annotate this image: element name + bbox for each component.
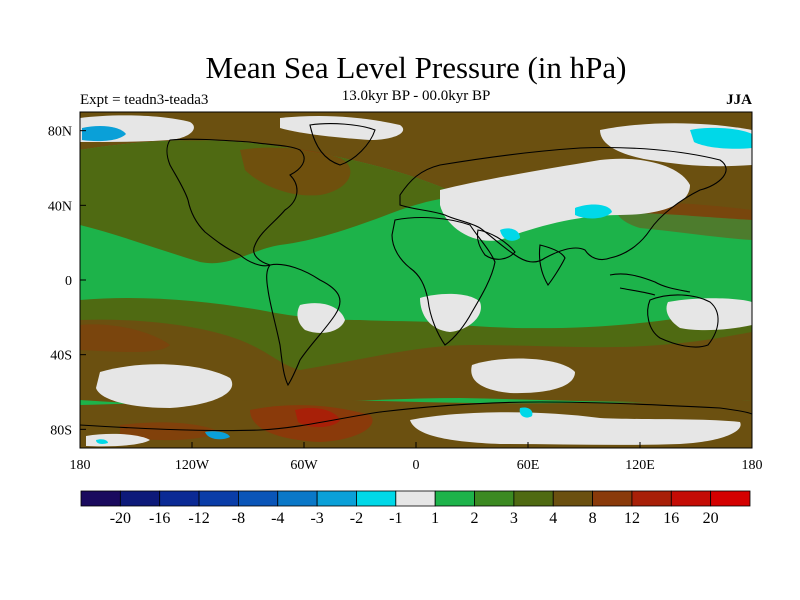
colorbar-label: 8 (589, 510, 597, 527)
colorbar-label: 2 (471, 510, 479, 527)
coast-south-america (266, 263, 341, 387)
y-tick-label: 0 (65, 274, 72, 289)
colorbar-label: -1 (389, 510, 402, 527)
field-band-antarctic-hot (295, 408, 340, 428)
field-band-antarctic-grey (410, 412, 741, 445)
colorbar-swatch (631, 490, 672, 507)
colorbar-swatch (710, 490, 751, 507)
field-band-southpacific-grey (96, 364, 233, 408)
coast-greenland (309, 123, 376, 166)
colorbar-label: 20 (703, 510, 719, 527)
field-band-sh-brown (80, 319, 752, 405)
x-tick-label: 120W (175, 458, 210, 473)
season-label: JJA (726, 92, 752, 108)
y-tick-label: 40N (48, 199, 72, 214)
field-band-antarctic-warm-2 (120, 422, 220, 441)
field-band-sh-warm (80, 324, 170, 353)
coast-australia (647, 294, 719, 348)
colorbar-label: 1 (431, 510, 439, 527)
colorbar-label: -2 (350, 510, 363, 527)
colorbar-label: 4 (549, 510, 557, 527)
colorbar-swatch (277, 490, 318, 507)
x-tick-label: 0 (413, 458, 420, 473)
field-band-asia-grey (440, 158, 690, 241)
x-tick-label: 180 (742, 458, 763, 473)
x-tick-label: 120E (625, 458, 655, 473)
field-band-samerica-grey (297, 303, 345, 333)
colorbar-label: 12 (624, 510, 640, 527)
coast-north-america (166, 138, 305, 267)
chart-title: Mean Sea Level Pressure (in hPa) (205, 50, 627, 85)
colorbar-label: -8 (232, 510, 245, 527)
colorbar-label: -3 (310, 510, 323, 527)
colorbar-swatch (238, 490, 279, 507)
colorbar-label: -4 (271, 510, 284, 527)
colorbar-label: 16 (663, 510, 679, 527)
field-band-arctic-mid (280, 116, 404, 140)
chart-subtitle: 13.0kyr BP - 00.0kyr BP (341, 88, 491, 104)
y-tick-label: 80N (48, 125, 72, 140)
experiment-label: Expt = teadn3-teada3 (80, 92, 209, 108)
field-band-cyan-asia (575, 204, 612, 219)
field-band-cyan-siberia (690, 127, 752, 149)
colorbar: -20 -16 -12 -8 -4 -3 -2 -1 1 2 3 4 8 12 16 20 (80, 490, 751, 527)
colorbar-swatch (434, 490, 475, 507)
field-band-cyan-antarctic-2 (205, 431, 230, 440)
colorbar-swatch (356, 490, 397, 507)
field-band-cyan-antarctic-3 (96, 439, 108, 444)
y-tick-label: 80S (50, 423, 72, 438)
coastlines (80, 123, 752, 432)
field-band-indian-grey (471, 358, 575, 394)
map-axes: 180 120W 60W 0 60E 120E 180 80N 40N 0 40S 80S (48, 125, 763, 473)
colorbar-swatch (119, 490, 161, 507)
x-tick-label: 60W (290, 458, 318, 473)
x-tick-label: 180 (70, 458, 91, 473)
y-tick-label: 40S (50, 349, 72, 364)
colorbar-swatch (552, 490, 593, 507)
field-band-cyan-antarctic (519, 407, 533, 418)
coast-europe-asia (399, 146, 727, 263)
x-tick-label: 60E (517, 458, 540, 473)
colorbar-label: 3 (510, 510, 518, 527)
field-band-pacific-grey (666, 298, 752, 331)
colorbar-swatch (670, 490, 712, 507)
coast-india (538, 244, 566, 286)
pressure-field-map (80, 112, 752, 448)
field-band-cyan-tibet (500, 228, 520, 241)
colorbar-swatch (395, 490, 436, 507)
field-band-cyan-arctic (82, 126, 126, 142)
colorbar-swatch (592, 490, 633, 507)
coast-africa (391, 216, 496, 346)
coast-indonesia (609, 273, 691, 296)
colorbar-label: -20 (110, 510, 131, 527)
coast-antarctica (80, 401, 752, 432)
colorbar-swatch (80, 490, 121, 507)
colorbar-swatch (159, 490, 200, 507)
colorbar-swatch (316, 490, 357, 507)
colorbar-swatch (513, 490, 554, 507)
colorbar-swatch (198, 490, 239, 507)
colorbar-label: -12 (188, 510, 209, 527)
colorbar-label: -16 (149, 510, 170, 527)
field-band-nh-ocean (80, 140, 470, 264)
coast-arabia (476, 229, 516, 260)
colorbar-swatch (474, 490, 515, 507)
